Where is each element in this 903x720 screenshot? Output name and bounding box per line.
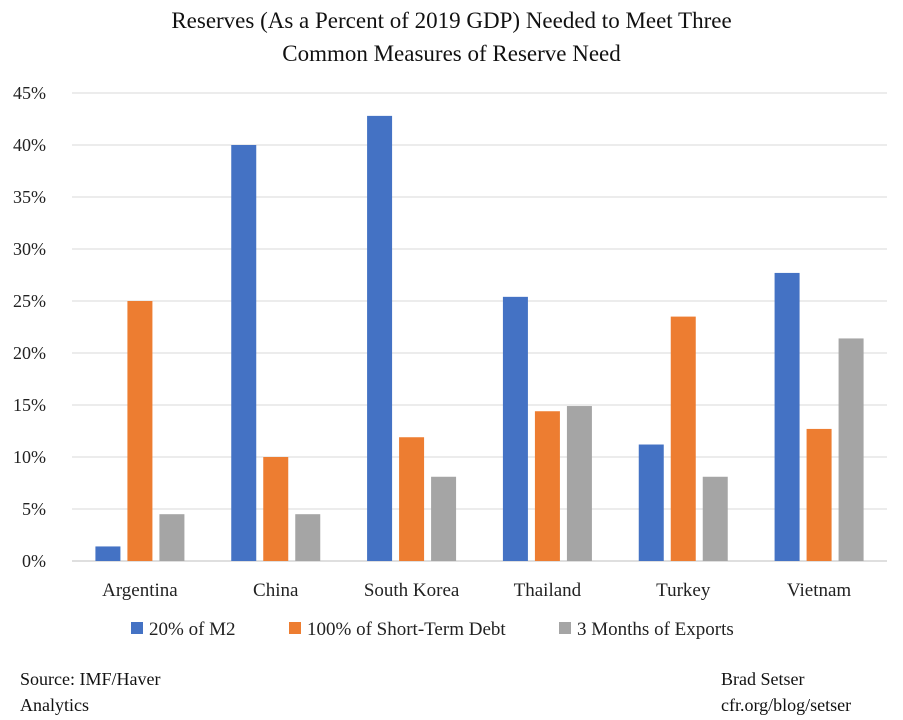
y-tick-label: 45% xyxy=(13,83,46,103)
bar-vietnam-2 xyxy=(806,428,832,561)
bar-china-1 xyxy=(231,145,257,561)
chart-title-line-1: Reserves (As a Percent of 2019 GDP) Need… xyxy=(171,8,732,33)
x-category-label: Thailand xyxy=(514,580,582,601)
source-line-1: Source: IMF/Haver xyxy=(20,669,161,689)
y-tick-label: 20% xyxy=(13,343,46,363)
y-axis-ticks: 0% 5% 10% 15% 20% 25% 30% 35% 40% 45% xyxy=(13,83,46,571)
x-category-label: South Korea xyxy=(364,580,460,601)
bar-turkey-1 xyxy=(638,444,664,561)
x-category-label: China xyxy=(253,580,299,601)
bar-thailand-2 xyxy=(534,411,560,561)
y-tick-label: 5% xyxy=(22,499,46,519)
source-line-2: Analytics xyxy=(20,695,89,715)
legend-label: 20% of M2 xyxy=(149,619,236,640)
author-credit: Brad Setser cfr.org/blog/setser xyxy=(721,666,891,718)
bar-thailand-1 xyxy=(502,296,528,561)
legend-label: 100% of Short-Term Debt xyxy=(307,619,506,640)
bars xyxy=(95,115,864,561)
bar-thailand-3 xyxy=(566,406,592,561)
bar-vietnam-3 xyxy=(838,338,864,561)
legend-swatch xyxy=(289,622,301,634)
bar-turkey-2 xyxy=(670,316,696,561)
bar-china-3 xyxy=(295,514,321,561)
legend-swatch xyxy=(131,622,143,634)
bar-south-korea-2 xyxy=(399,437,425,561)
x-category-label: Vietnam xyxy=(787,580,852,601)
x-category-label: Argentina xyxy=(102,580,178,601)
gridlines xyxy=(72,92,887,562)
bar-argentina-2 xyxy=(127,301,153,561)
y-tick-label: 40% xyxy=(13,135,46,155)
bar-china-2 xyxy=(263,457,289,561)
credit-line-1: Brad Setser xyxy=(721,669,805,689)
bar-chart: 0% 5% 10% 15% 20% 25% 30% 35% 40% 45% Argentina Ch… xyxy=(13,83,887,640)
y-tick-label: 25% xyxy=(13,291,46,311)
bar-south-korea-1 xyxy=(367,115,393,561)
source-note: Source: IMF/Haver Analytics xyxy=(20,666,220,718)
x-axis-categories: Argentina China South Korea Thailand Turkey V… xyxy=(102,580,851,601)
y-tick-label: 15% xyxy=(13,395,46,415)
x-category-label: Turkey xyxy=(656,580,711,601)
y-tick-label: 30% xyxy=(13,239,46,259)
bar-argentina-3 xyxy=(159,514,185,561)
bar-turkey-3 xyxy=(702,476,728,561)
legend-label: 3 Months of Exports xyxy=(577,619,734,640)
y-tick-label: 35% xyxy=(13,187,46,207)
bar-vietnam-1 xyxy=(774,272,800,561)
bar-south-korea-3 xyxy=(431,476,457,561)
legend: 20% of M2 100% of Short-Term Debt 3 Months… xyxy=(131,619,734,640)
bar-argentina-1 xyxy=(95,546,121,561)
legend-swatch xyxy=(559,622,571,634)
y-tick-label: 10% xyxy=(13,447,46,467)
y-tick-label: 0% xyxy=(22,551,46,571)
chart-title-line-2: Common Measures of Reserve Need xyxy=(282,41,621,66)
credit-line-2: cfr.org/blog/setser xyxy=(721,695,852,715)
